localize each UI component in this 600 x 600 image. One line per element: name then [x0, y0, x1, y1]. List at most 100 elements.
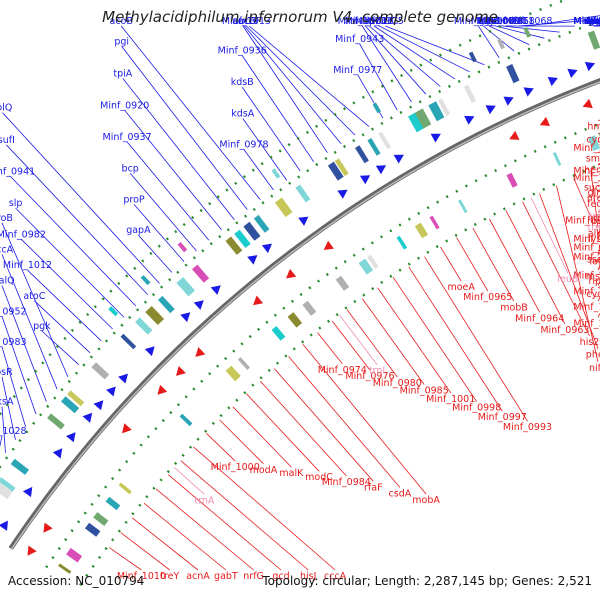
label-line [489, 218, 541, 313]
reverse-gene-label: Minf_1041 [573, 302, 600, 313]
forward-gene [430, 133, 441, 143]
label-line [246, 393, 320, 472]
label-line [242, 25, 328, 153]
forward-gene-label: Minf_0941 [0, 167, 35, 178]
forward-gene-label: sufI [0, 135, 15, 146]
forward-gene-label: nirD [588, 16, 600, 27]
backbone-highlight [10, 80, 600, 550]
forward-gene-label: pgi [114, 36, 129, 47]
rna-gene-label: trnA [194, 495, 214, 506]
forward-gene-label: Minf_0936 [218, 46, 267, 57]
label-line [302, 344, 427, 495]
forward-cog-block [334, 158, 349, 177]
map-title: Methylacidiphilum infernorum V4, complet… [102, 8, 498, 26]
forward-gene-label: Minf_1018 [573, 16, 600, 27]
reverse-gene-label: cyoA [586, 289, 600, 300]
forward-cog-block [67, 390, 85, 407]
forward-gene-label: clpP [588, 16, 600, 27]
reverse-gene-label: alkA [588, 229, 600, 240]
reverse-gene-label: nrdA [587, 193, 600, 204]
label-line [10, 176, 137, 307]
forward-gene-label: Minf_1012 [3, 260, 52, 271]
forward-gene [464, 115, 475, 125]
label-line [1, 285, 47, 402]
forward-gene-label: glgB [478, 16, 499, 27]
reverse-gene [176, 366, 186, 376]
forward-cog-block [192, 264, 210, 283]
outer-block [523, 27, 531, 38]
outer-block [468, 51, 477, 63]
label-line [1, 406, 6, 453]
forward-cog-block [0, 477, 16, 492]
forward-cog-block [367, 138, 381, 156]
label-line [483, 25, 515, 52]
reverse-gene-label: glnE [588, 187, 600, 198]
label-line [133, 204, 185, 262]
label-line [424, 256, 528, 422]
reverse-gene-label: Minf_1044 [573, 166, 600, 177]
forward-gene-label: oppA [586, 16, 600, 27]
forward-gene [193, 300, 204, 310]
forward-gene-label: Minf_0937 [103, 132, 152, 143]
forward-gene [0, 520, 8, 531]
forward-cog-block [414, 108, 432, 129]
reverse-cog-block [105, 496, 121, 511]
label-line [377, 287, 452, 394]
reverse-gene-label: pheA [586, 350, 600, 361]
forward-cog-block [428, 101, 445, 122]
forward-cog-block [327, 161, 344, 181]
label-line [138, 234, 173, 273]
forward-gene [247, 255, 258, 265]
label-line [379, 25, 470, 73]
forward-gene-label: trmU [586, 16, 600, 27]
label-line [373, 25, 456, 80]
backbone-arc [8, 78, 600, 550]
reverse-gene-label: Minf_0993 [503, 422, 552, 433]
forward-gene-label: Minf_1021 [573, 16, 600, 27]
reverse-gene-label: Minf_1042 [573, 318, 600, 329]
reverse-cog-block [287, 312, 303, 328]
forward-gene-label: Minf_1068 [503, 16, 552, 27]
label-line [527, 15, 600, 27]
forward-gene-label: rpsR [0, 367, 13, 378]
forward-cog-block [408, 112, 425, 133]
label-line [174, 467, 205, 495]
reverse-gene [157, 384, 168, 395]
forward-cog-block [176, 277, 195, 297]
forward-cog-block [135, 317, 153, 335]
reverse-gene [195, 347, 206, 357]
forward-gene-label: osmC [585, 16, 600, 27]
reverse-gene-label: csdA [389, 488, 412, 499]
forward-cog-block [10, 458, 29, 475]
reverse-gene-label: Minf_1010 [117, 571, 166, 582]
reverse-cog-block [302, 300, 317, 316]
label-line [365, 25, 427, 95]
reverse-gene-label: Minf_0950 [573, 242, 600, 253]
label-line [530, 197, 569, 274]
label-line [27, 269, 102, 342]
forward-cog-block [0, 482, 13, 500]
reverse-gene-label: nrfG [243, 571, 264, 582]
forward-gene-label: Minf_0990 [478, 16, 527, 27]
label-line [122, 78, 235, 220]
forward-gene-label: lpd [367, 16, 382, 27]
label-line [126, 141, 210, 241]
forward-gene [82, 412, 93, 423]
label-line [385, 25, 485, 66]
reverse-gene [43, 522, 53, 533]
reverse-cog-block [506, 172, 518, 188]
reverse-gene [253, 295, 264, 306]
forward-gene-label: wcaA [585, 16, 600, 27]
forward-cog-block [587, 30, 600, 50]
reverse-cog-block [414, 222, 429, 239]
gene-labels: Minf_1028 dksA rpsR Minf_0983 Minf_0952 malQ c… [0, 16, 600, 582]
label-line [109, 547, 142, 571]
reverse-cog-block [429, 215, 440, 230]
label-line [143, 502, 227, 571]
label-line [6, 144, 148, 295]
forward-gene [210, 285, 221, 295]
rna-gene-label: trnI [369, 366, 385, 377]
label-line [206, 433, 236, 462]
reverse-gene-label: Minf_0985 [400, 386, 449, 397]
label-line [495, 25, 545, 39]
